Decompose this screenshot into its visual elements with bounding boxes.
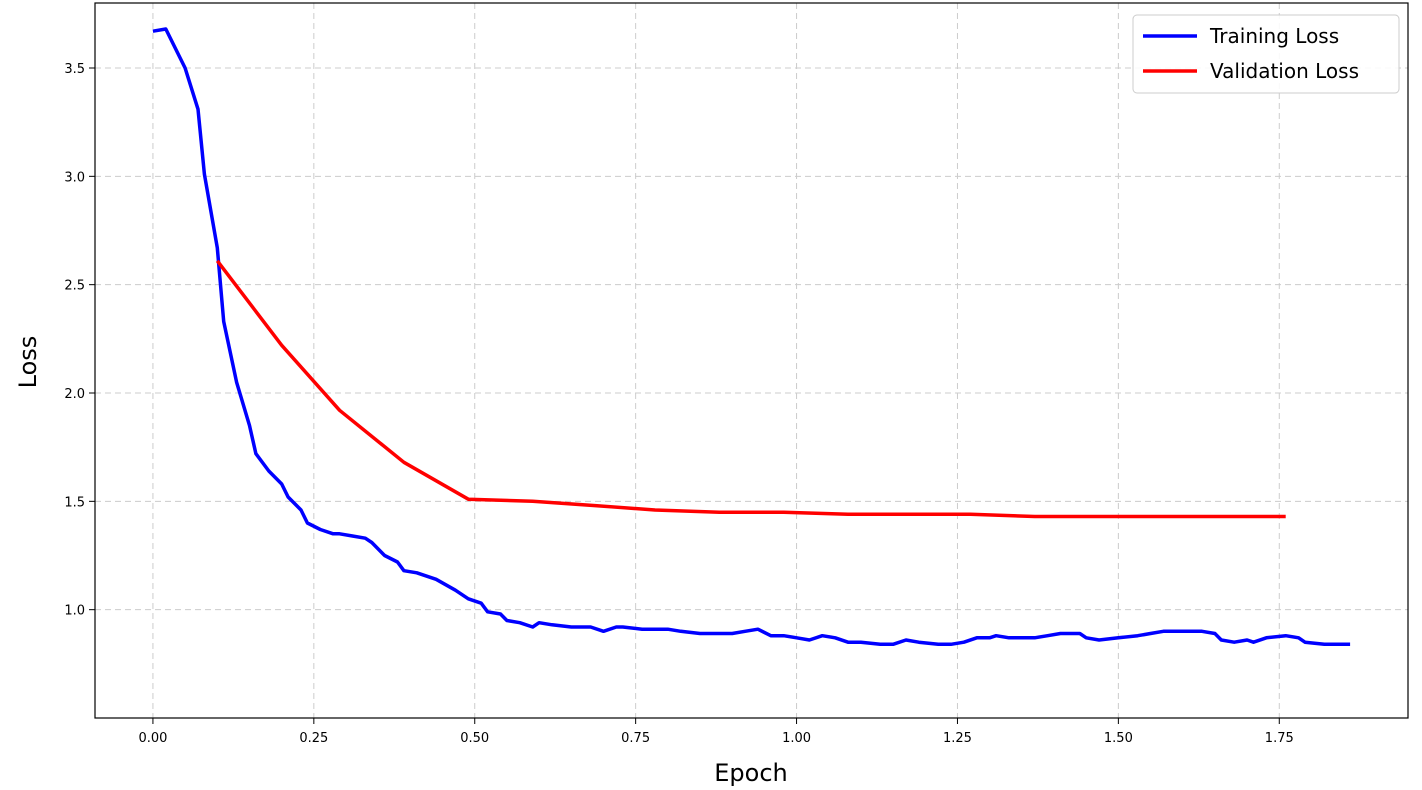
- x-tick-label: 1.00: [782, 731, 811, 746]
- x-axis-label: Epoch: [714, 759, 788, 787]
- y-axis-label: Loss: [14, 336, 42, 389]
- legend-label-training: Training Loss: [1209, 24, 1339, 48]
- legend-box: [1132, 14, 1400, 94]
- x-tick-label: 0.25: [299, 731, 328, 746]
- series-lines: [152, 27, 1351, 647]
- y-tick-label: 2.5: [64, 279, 85, 294]
- x-tick-label: 1.75: [1265, 731, 1294, 746]
- legend: Training Loss Validation Loss: [1132, 14, 1400, 94]
- y-tick-label: 3.0: [64, 170, 85, 185]
- x-tick-label: 0.75: [621, 731, 650, 746]
- plot-frame: [94, 2, 1409, 719]
- x-tick-label: 0.50: [460, 731, 489, 746]
- y-tick-label: 3.5: [64, 62, 85, 77]
- series-line-validation-loss: [215, 259, 1286, 519]
- y-tick-label: 2.0: [64, 387, 85, 402]
- axis-ticks: 0.00 0.25 0.50 0.75 1.00 1.25 1.50 1.75 1.0 1.5 2.…: [64, 62, 1293, 746]
- x-tick-label: 1.25: [943, 731, 972, 746]
- x-tick-label: 1.50: [1104, 731, 1133, 746]
- legend-label-validation: Validation Loss: [1210, 59, 1359, 83]
- y-tick-label: 1.0: [64, 604, 85, 619]
- x-tick-label: 0.00: [138, 731, 167, 746]
- y-tick-label: 1.5: [64, 495, 85, 510]
- series-line-training-loss: [152, 27, 1351, 647]
